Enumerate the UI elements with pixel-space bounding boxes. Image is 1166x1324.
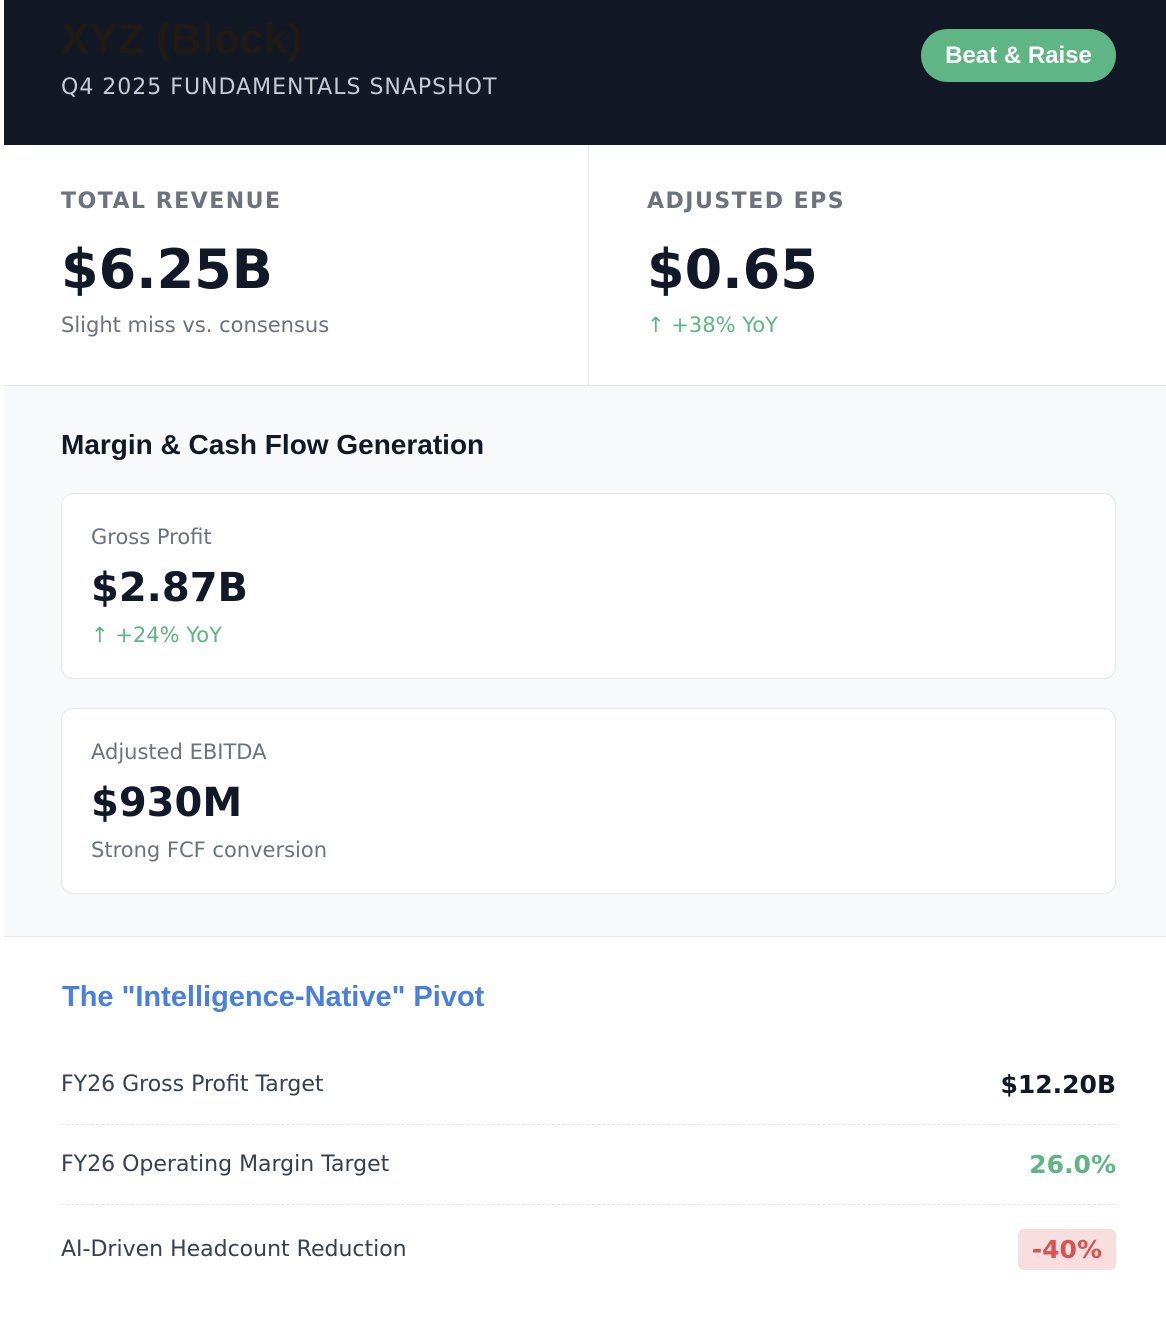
target-label: FY26 Gross Profit Target [61,1072,324,1097]
target-value: 26.0% [1029,1150,1116,1179]
kpi-note: ↑ +38% YoY [647,313,778,337]
report-subtitle: Q4 2025 FUNDAMENTALS SNAPSHOT [61,75,498,100]
kpi-note: Slight miss vs. consensus [61,313,330,337]
metric-label: Gross Profit [91,525,212,549]
metric-value: $930M [91,780,243,826]
kpi-value: $6.25B [61,238,273,301]
target-row: AI-Driven Headcount Reduction -40% [61,1208,1116,1290]
kpi-total-revenue: TOTAL REVENUE $6.25B Slight miss vs. con… [4,145,589,385]
kpi-label: TOTAL REVENUE [61,189,282,214]
pivot-title: The "Intelligence-Native" Pivot [62,981,485,1013]
kpi-value: $0.65 [647,238,818,301]
kpi-row: TOTAL REVENUE $6.25B Slight miss vs. con… [4,145,1166,386]
kpi-adjusted-eps: ADJUSTED EPS $0.65 ↑ +38% YoY [589,145,1166,385]
metric-note: ↑ +24% YoY [91,623,222,647]
target-row: FY26 Operating Margin Target 26.0% [61,1125,1116,1205]
target-label: FY26 Operating Margin Target [61,1152,390,1177]
kpi-label: ADJUSTED EPS [647,189,846,214]
section-title: Margin & Cash Flow Generation [61,429,485,460]
metric-value: $2.87B [91,565,249,611]
target-row: FY26 Gross Profit Target $12.20B [61,1045,1116,1125]
status-badge: Beat & Raise [921,29,1116,82]
metric-card-gross-profit: Gross Profit $2.87B ↑ +24% YoY [61,493,1116,679]
company-title: XYZ (Block) [61,15,303,62]
target-value: $12.20B [1000,1070,1116,1099]
metric-note: Strong FCF conversion [91,838,328,862]
margin-section: Margin & Cash Flow Generation Gross Prof… [4,386,1166,937]
metric-label: Adjusted EBITDA [91,740,267,764]
metric-card-adjusted-ebitda: Adjusted EBITDA $930M Strong FCF convers… [61,708,1116,894]
header-banner: XYZ (Block) Q4 2025 FUNDAMENTALS SNAPSHO… [4,0,1166,145]
negative-value-badge: -40% [1017,1228,1116,1270]
target-label: AI-Driven Headcount Reduction [61,1236,407,1262]
